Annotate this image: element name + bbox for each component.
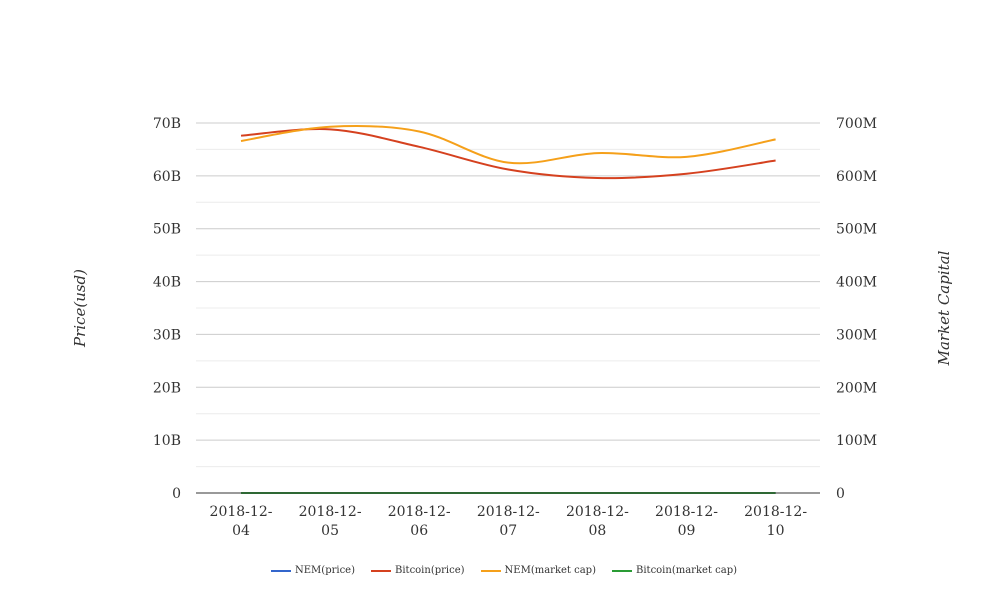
x-tick-label: 2018-12-10 <box>744 504 807 539</box>
right-tick-label: 500M <box>836 222 877 238</box>
left-tick-label: 20B <box>153 380 181 396</box>
legend-item-nem-market-cap[interactable]: NEM(market cap) <box>480 565 596 576</box>
legend-label: Bitcoin(market cap) <box>636 565 737 576</box>
right-tick-label: 300M <box>836 327 877 343</box>
legend-swatch <box>371 569 391 572</box>
series-line-nem-market-cap <box>240 124 776 165</box>
x-tick-label: 2018-12-08 <box>566 504 629 539</box>
series-lines <box>240 124 776 495</box>
legend-swatch <box>271 569 291 572</box>
right-tick-label: 100M <box>836 433 877 449</box>
legend-label: NEM(price) <box>295 565 355 576</box>
left-tick-label: 0 <box>172 486 181 502</box>
gridlines <box>196 122 820 468</box>
x-tick-label: 2018-12-07 <box>477 504 540 539</box>
legend-item-bitcoin-market-cap[interactable]: Bitcoin(market cap) <box>612 565 737 576</box>
left-axis-ticks: 0 10B 20B 30B 40B 50B 60B 70B <box>153 116 181 502</box>
left-tick-label: 30B <box>153 327 181 343</box>
legend-swatch <box>612 569 632 572</box>
legend-label: Bitcoin(price) <box>395 565 465 576</box>
legend-label: NEM(market cap) <box>504 565 596 576</box>
left-tick-label: 70B <box>153 116 181 132</box>
legend-item-bitcoin-price[interactable]: Bitcoin(price) <box>371 565 465 576</box>
right-tick-label: 400M <box>836 275 877 291</box>
left-tick-label: 40B <box>153 275 181 291</box>
x-tick-label: 2018-12-04 <box>210 504 273 539</box>
x-tick-label: 2018-12-06 <box>388 504 451 539</box>
x-tick-label: 2018-12-09 <box>655 504 718 539</box>
right-axis-title: Market Capital <box>935 250 953 366</box>
series-line-bitcoin-price <box>240 128 776 180</box>
left-tick-label: 60B <box>153 169 181 185</box>
chart: 0 10B 20B 30B 40B 50B 60B 70B 0 100M 200M 300M 400M… <box>71 116 953 539</box>
right-tick-label: 700M <box>836 116 877 132</box>
left-axis-title: Price(usd) <box>71 269 89 348</box>
left-tick-label: 50B <box>153 222 181 238</box>
x-tick-label: 2018-12-05 <box>299 504 362 539</box>
legend-swatch <box>480 569 501 572</box>
right-tick-label: 0 <box>836 486 845 502</box>
legend: NEM(price) Bitcoin(price) NEM(market cap) B… <box>0 565 1008 576</box>
right-tick-label: 600M <box>836 169 877 185</box>
left-tick-label: 10B <box>153 433 181 449</box>
right-axis-ticks: 0 100M 200M 300M 400M 500M 600M 700M <box>836 116 877 502</box>
legend-item-nem-price[interactable]: NEM(price) <box>271 565 355 576</box>
x-axis-ticks: 2018-12-04 2018-12-05 2018-12-06 2018-12-07… <box>210 504 808 539</box>
right-tick-label: 200M <box>836 380 877 396</box>
